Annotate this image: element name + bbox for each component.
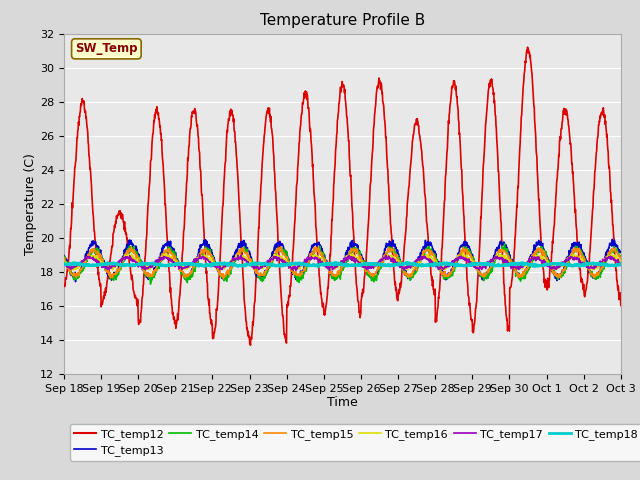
Text: SW_Temp: SW_Temp <box>75 42 138 55</box>
Y-axis label: Temperature (C): Temperature (C) <box>24 153 37 255</box>
Legend: TC_temp12, TC_temp13, TC_temp14, TC_temp15, TC_temp16, TC_temp17, TC_temp18: TC_temp12, TC_temp13, TC_temp14, TC_temp… <box>70 424 640 460</box>
Title: Temperature Profile B: Temperature Profile B <box>260 13 425 28</box>
X-axis label: Time: Time <box>327 396 358 408</box>
